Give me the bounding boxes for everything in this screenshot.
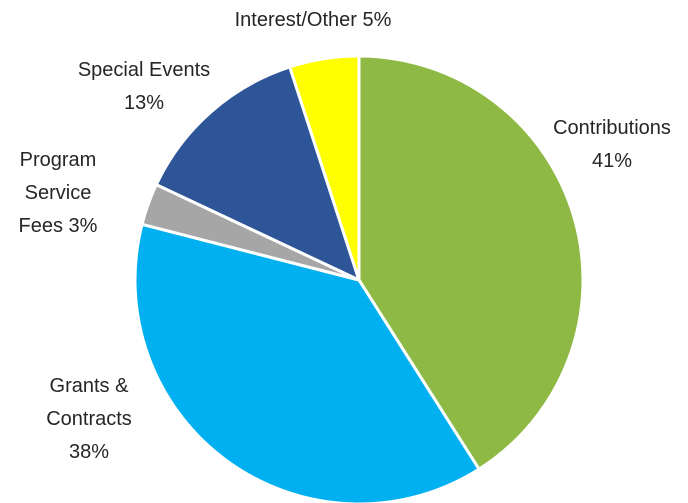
pie-slices bbox=[133, 54, 585, 503]
slice-label-line: 13% bbox=[124, 92, 164, 114]
pie-slice-4 bbox=[154, 65, 361, 282]
slice-label-line: 38% bbox=[69, 441, 109, 463]
slice-label-line: Grants & bbox=[50, 375, 130, 397]
pie-labels: Contributions 41% Grants & Contracts 38% Prog… bbox=[19, 9, 671, 463]
slice-label-line: Contracts bbox=[46, 408, 132, 430]
slice-label-line: 41% bbox=[592, 150, 632, 172]
slice-label-line: Contributions bbox=[553, 117, 671, 139]
slice-label-line: Special Events bbox=[78, 59, 210, 81]
slice-label-line: Program bbox=[20, 149, 97, 171]
pie-slice-5 bbox=[288, 54, 361, 282]
slice-label-3: Program Service Fees 3% bbox=[19, 149, 98, 237]
slice-label-line: Service bbox=[25, 182, 92, 204]
slice-label-5: Interest/Other 5% bbox=[235, 9, 392, 31]
slice-label-4: Special Events 13% bbox=[78, 59, 210, 114]
slice-label-2: Grants & Contracts 38% bbox=[46, 375, 132, 463]
slice-label-line: Interest/Other 5% bbox=[235, 9, 392, 31]
slice-label-line: Fees 3% bbox=[19, 215, 98, 237]
slice-label-1: Contributions 41% bbox=[553, 117, 671, 172]
pie-slice-2 bbox=[133, 222, 481, 503]
